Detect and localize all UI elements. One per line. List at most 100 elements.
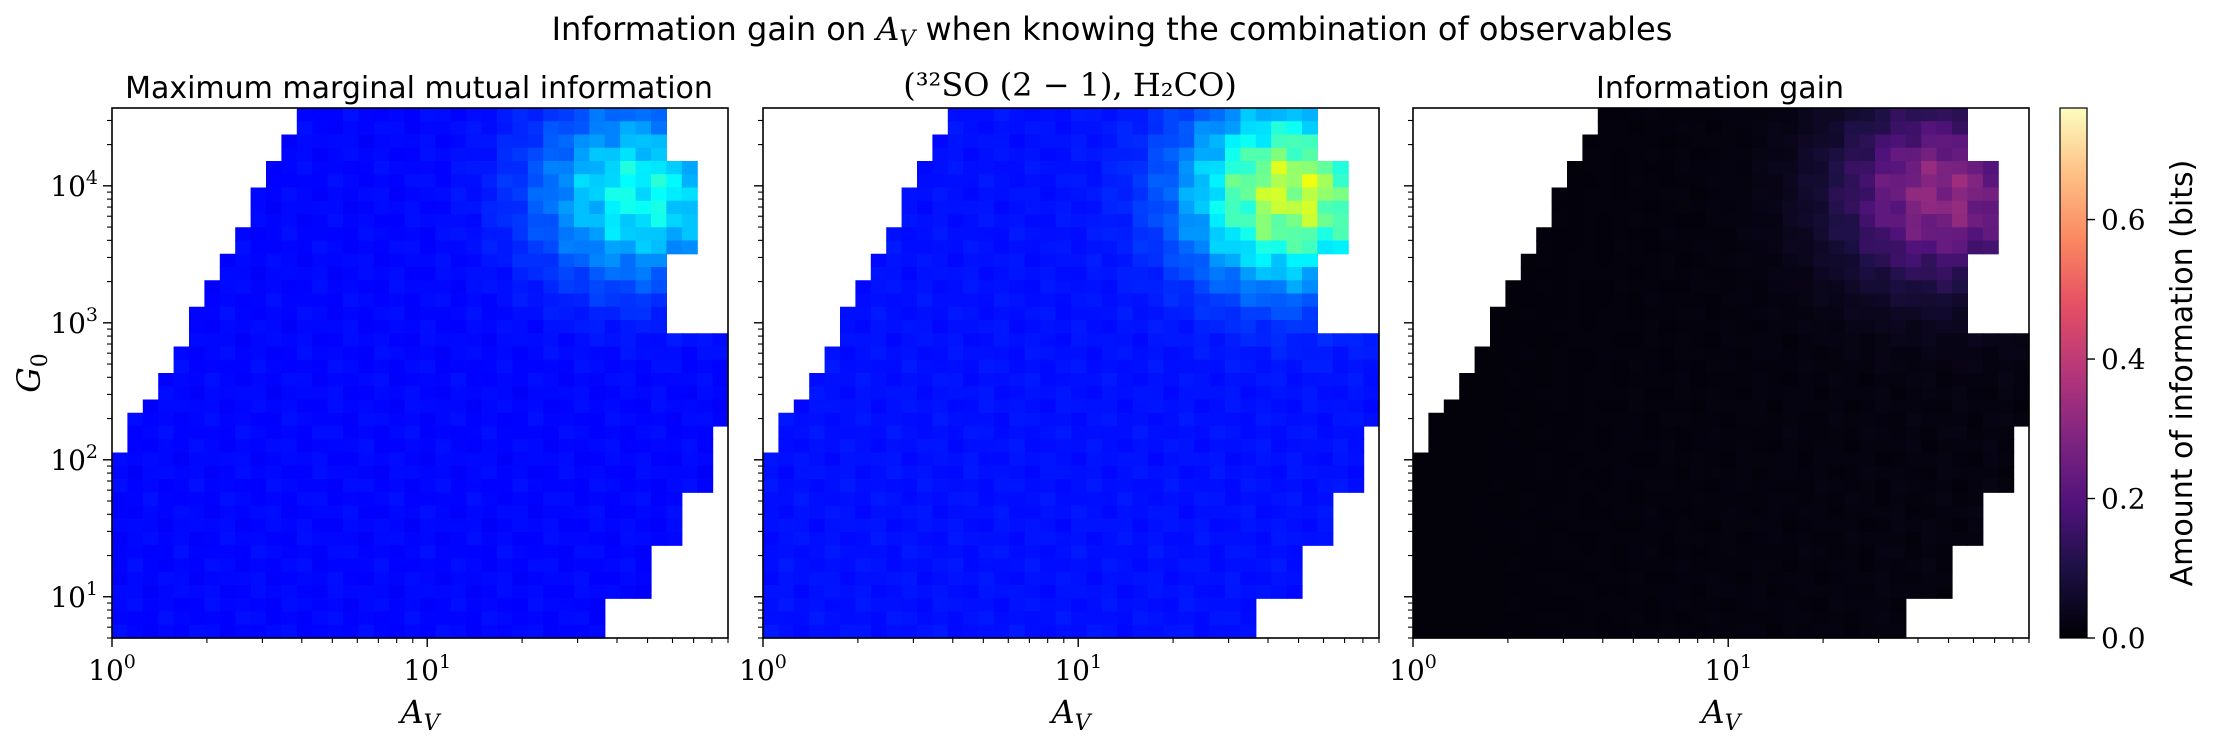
heatmap-cell xyxy=(189,505,205,520)
heatmap-cell xyxy=(994,465,1010,480)
heatmap-cell xyxy=(1148,346,1164,361)
heatmap-cell xyxy=(1024,306,1041,321)
heatmap-cell xyxy=(963,585,980,599)
heatmap-cell xyxy=(1117,452,1134,467)
heatmap-cell xyxy=(763,492,779,507)
heatmap-cell xyxy=(281,346,298,361)
heatmap-cell xyxy=(1705,147,1722,162)
heatmap-cell xyxy=(666,518,683,533)
heatmap-cell xyxy=(1055,518,1072,533)
heatmap-cell xyxy=(435,174,452,189)
heatmap-cell xyxy=(589,227,606,242)
heatmap-cell xyxy=(1024,253,1041,268)
heatmap-cell xyxy=(189,320,205,334)
heatmap-cell xyxy=(1813,585,1830,599)
heatmap-cell xyxy=(343,267,359,281)
heatmap-cell xyxy=(296,465,313,480)
heatmap-cell xyxy=(1490,333,1506,348)
heatmap-cell xyxy=(1101,518,1118,533)
heatmap-cell xyxy=(1859,187,1876,202)
heatmap-cell xyxy=(1890,611,1907,626)
heatmap-cell xyxy=(917,240,933,255)
heatmap-cell xyxy=(1551,558,1568,573)
heatmap-cell xyxy=(870,373,887,387)
heatmap-cell xyxy=(404,174,421,189)
heatmap-cell xyxy=(1459,412,1476,427)
heatmap-cell xyxy=(558,280,575,295)
heatmap-cell xyxy=(1302,386,1318,401)
heatmap-cell xyxy=(1101,253,1118,268)
heatmap-cell xyxy=(450,611,467,626)
heatmap-cell xyxy=(420,147,436,162)
heatmap-cell xyxy=(1659,280,1676,295)
heatmap-cell xyxy=(1086,412,1103,427)
heatmap-cell xyxy=(1101,187,1118,202)
heatmap-cell xyxy=(1302,518,1318,533)
heatmap-cell xyxy=(497,320,513,334)
heatmap-cell xyxy=(978,253,995,268)
heatmap-cell xyxy=(1828,174,1845,189)
heatmap-cell xyxy=(1674,492,1691,507)
heatmap-cell xyxy=(1782,479,1799,493)
heatmap-cell xyxy=(1952,532,1968,546)
heatmap-cell xyxy=(1490,412,1506,427)
heatmap-cell xyxy=(1782,359,1799,374)
heatmap-cell xyxy=(1844,240,1861,255)
heatmap-cell xyxy=(1024,267,1041,281)
heatmap-cell xyxy=(1071,505,1087,520)
heatmap-cell xyxy=(1443,399,1460,414)
heatmap-cell xyxy=(978,598,995,613)
heatmap-cell xyxy=(1101,386,1118,401)
heatmap-cell xyxy=(1551,293,1568,308)
heatmap-cell xyxy=(189,598,205,613)
heatmap-cell xyxy=(1040,545,1057,560)
heatmap-cell xyxy=(112,571,128,586)
heatmap-cell xyxy=(1055,359,1072,374)
heatmap-cell xyxy=(1505,426,1522,440)
heatmap-cell xyxy=(1459,505,1476,520)
heatmap-cell xyxy=(1443,452,1460,467)
heatmap-cell xyxy=(312,624,329,639)
heatmap-cell xyxy=(1071,373,1087,387)
heatmap-cell xyxy=(312,598,329,613)
heatmap-cell xyxy=(558,465,575,480)
heatmap-cell xyxy=(373,452,390,467)
heatmap-cell xyxy=(450,200,467,215)
heatmap-cell xyxy=(327,465,344,480)
heatmap-cell xyxy=(281,465,298,480)
heatmap-cell xyxy=(1875,439,1891,454)
heatmap-cell xyxy=(1798,306,1814,321)
heatmap-cell xyxy=(1348,412,1365,427)
heatmap-cell xyxy=(620,452,637,467)
heatmap-cell xyxy=(358,306,375,321)
heatmap-cell xyxy=(1721,147,1737,162)
heatmap-cell xyxy=(1474,585,1491,599)
heatmap-cell xyxy=(481,187,498,202)
heatmap-cell xyxy=(1302,505,1318,520)
heatmap-cell xyxy=(1040,439,1057,454)
heatmap-cell xyxy=(1828,585,1845,599)
heatmap-cell xyxy=(994,240,1010,255)
heatmap-cell xyxy=(1225,161,1241,175)
heatmap-cell xyxy=(1132,611,1149,626)
heatmap-cell xyxy=(1690,359,1707,374)
heatmap-cell xyxy=(250,611,267,626)
heatmap-cell xyxy=(1286,267,1303,281)
heatmap-cell xyxy=(1101,412,1118,427)
heatmap-cell xyxy=(1890,359,1907,374)
heatmap-cell xyxy=(1967,479,1984,493)
heatmap-cell xyxy=(1597,532,1614,546)
heatmap-cell xyxy=(1705,439,1722,454)
heatmap-cell xyxy=(127,492,144,507)
heatmap-cell xyxy=(1332,161,1349,175)
heatmap-cell xyxy=(1271,187,1288,202)
heatmap-cell xyxy=(358,227,375,242)
heatmap-cell xyxy=(1101,267,1118,281)
heatmap-cell xyxy=(978,412,995,427)
heatmap-cell xyxy=(420,412,436,427)
heatmap-cell xyxy=(1659,359,1676,374)
heatmap-cell xyxy=(947,518,964,533)
heatmap-cell xyxy=(1505,373,1522,387)
heatmap-cell xyxy=(235,492,252,507)
heatmap-cell xyxy=(1613,306,1630,321)
